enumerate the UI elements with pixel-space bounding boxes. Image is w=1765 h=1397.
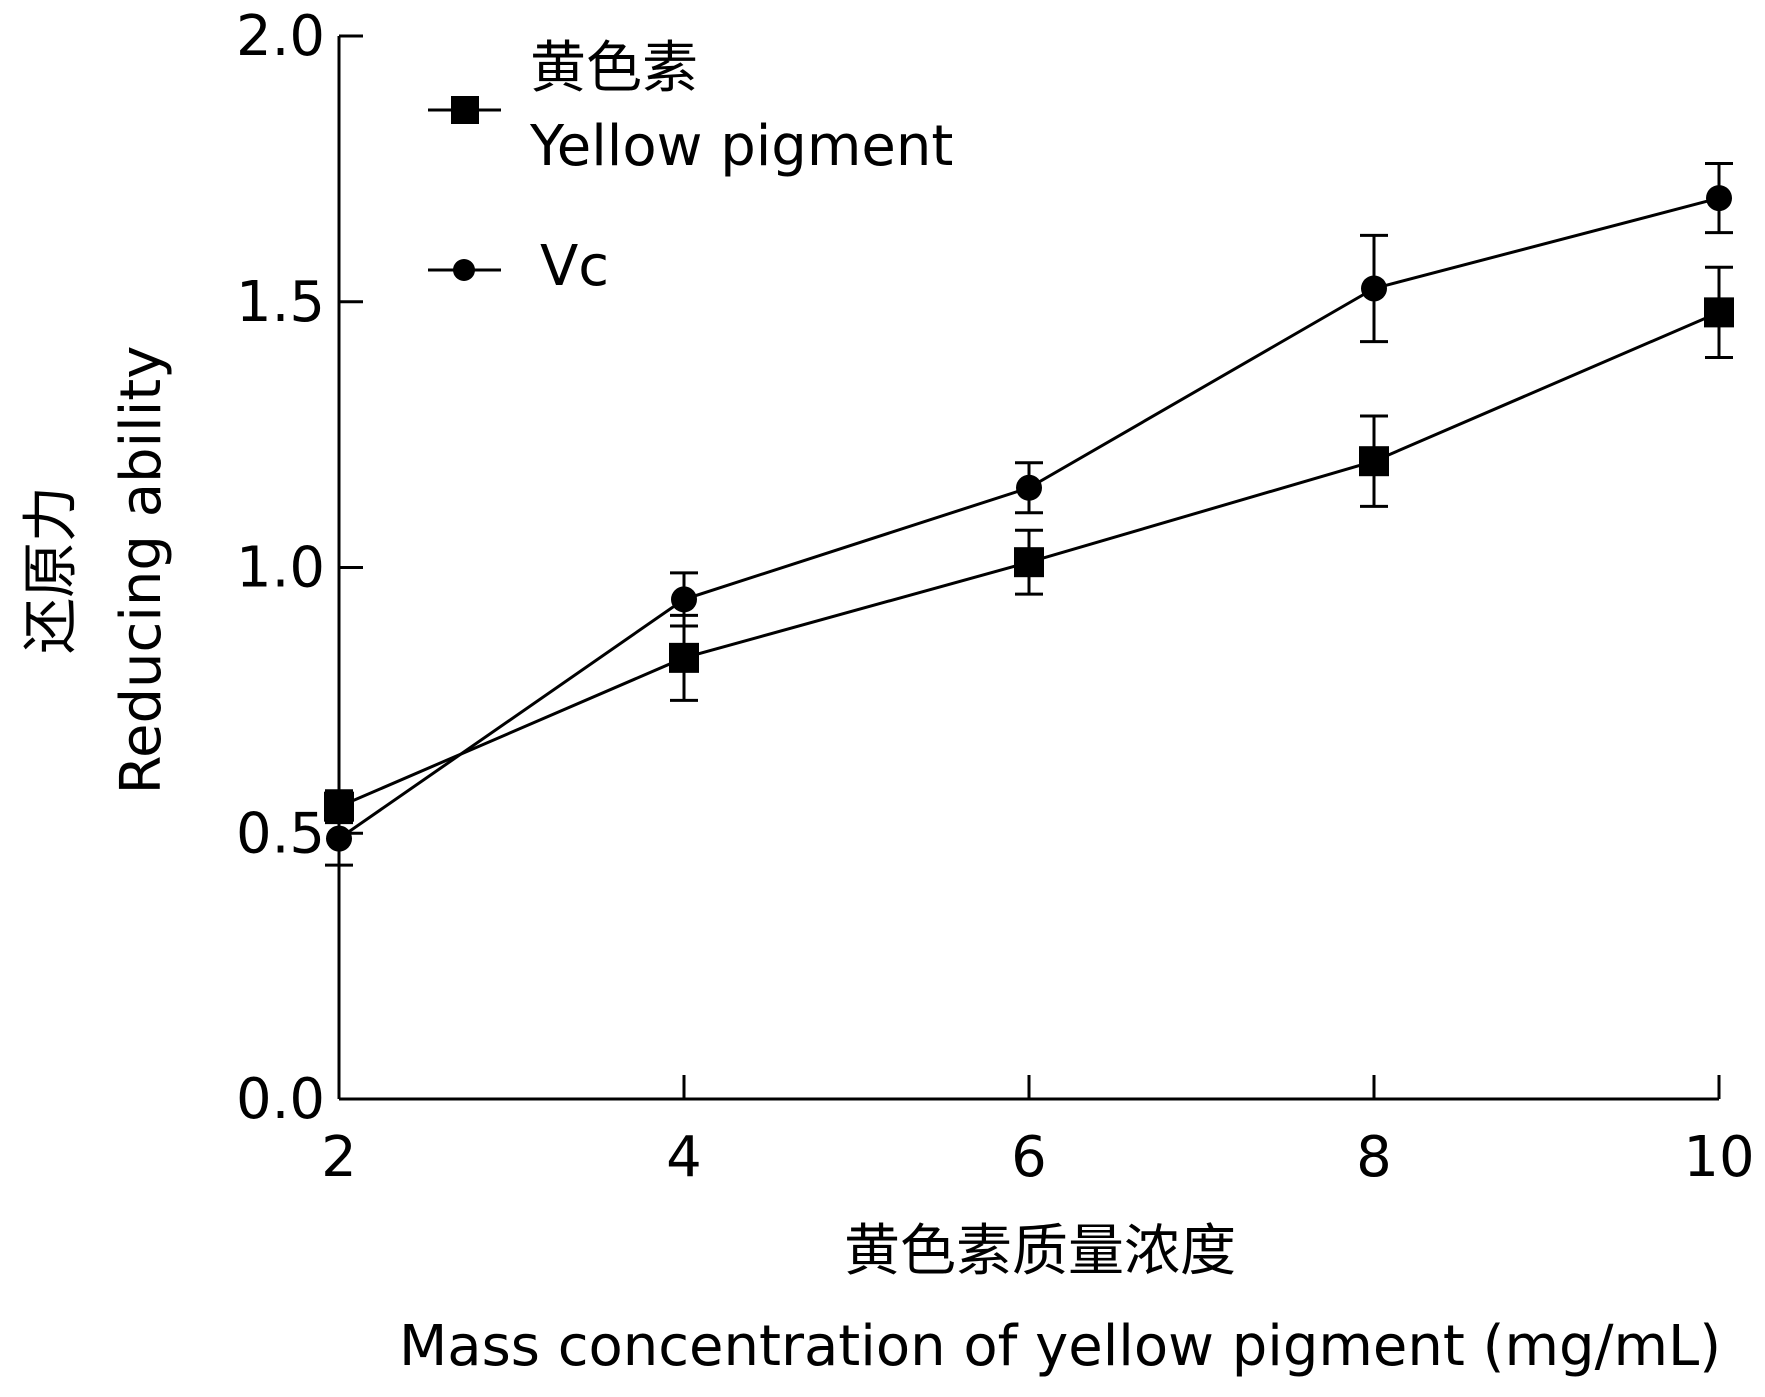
legend-label: Vc: [540, 234, 609, 299]
y-axis-label: 还原力: [19, 486, 84, 654]
legend-label: Yellow pigment: [529, 114, 953, 179]
x-tick-label: 4: [666, 1125, 702, 1190]
y-tick-label: 1.5: [236, 270, 325, 335]
legend-marker: [451, 96, 479, 124]
x-tick-label: 8: [1356, 1125, 1392, 1190]
x-tick-label: 6: [1011, 1125, 1047, 1190]
x-axis-label: Mass concentration of yellow pigment (mg…: [399, 1314, 1721, 1379]
y-tick-label: 0.0: [236, 1067, 325, 1132]
y-axis-label: Reducing ability: [109, 346, 174, 795]
x-tick-label: 2: [321, 1125, 357, 1190]
marker: [326, 825, 352, 852]
x-axis-label: 黄色素质量浓度: [844, 1219, 1236, 1284]
marker: [1359, 446, 1389, 477]
marker: [1704, 297, 1734, 328]
y-tick-label: 1.0: [236, 536, 325, 601]
marker: [1706, 185, 1732, 212]
marker: [1016, 474, 1042, 501]
marker: [671, 586, 697, 613]
legend-label: 黄色素: [530, 36, 698, 101]
y-tick-label: 0.5: [236, 801, 325, 866]
legend-marker: [453, 259, 475, 281]
marker: [1361, 275, 1387, 302]
marker: [669, 642, 699, 673]
marker: [1014, 547, 1044, 578]
x-tick-label: 10: [1683, 1125, 1754, 1190]
y-tick-label: 2.0: [236, 4, 325, 69]
